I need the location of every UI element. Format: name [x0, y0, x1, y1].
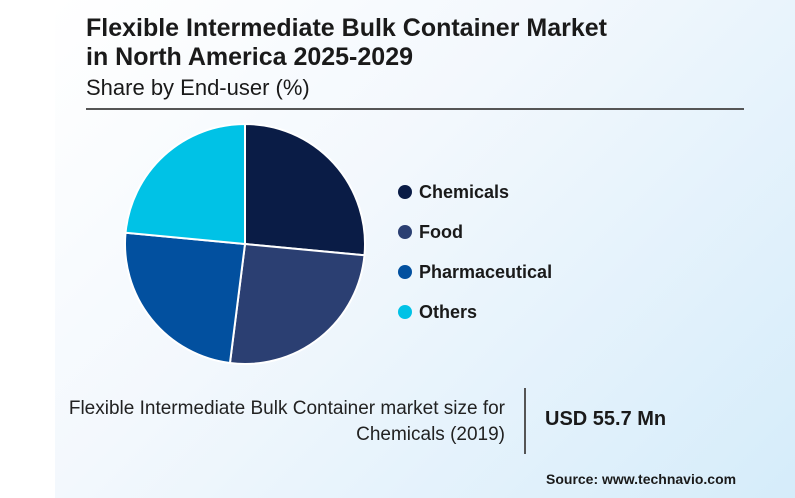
legend-label-chemicals: Chemicals: [419, 181, 510, 202]
legend-item-chemicals: Chemicals: [398, 172, 552, 212]
legend-item-food: Food: [398, 212, 552, 252]
legend-swatch-others: [398, 305, 412, 319]
chart-title: Flexible Intermediate Bulk Container Mar…: [86, 14, 607, 72]
pie-slice-food: [228, 242, 366, 365]
kpi-divider: [524, 388, 526, 454]
legend: Chemicals Food Pharmaceutical Others: [398, 172, 552, 332]
pie-slice-others: [124, 122, 246, 246]
legend-label-food: Food: [419, 221, 463, 242]
pie-slice-chemicals: [244, 122, 366, 257]
legend-swatch-pharmaceutical: [398, 265, 412, 279]
legend-item-others: Others: [398, 292, 552, 332]
title-line-2: in North America 2025-2029: [86, 43, 414, 71]
header-divider: [86, 108, 744, 110]
pie-chart: [124, 122, 366, 365]
title-line-1: Flexible Intermediate Bulk Container Mar…: [86, 14, 607, 42]
legend-label-pharmaceutical: Pharmaceutical: [419, 261, 553, 282]
kpi-value: USD 55.7 Mn: [545, 408, 667, 430]
source-credit: Source: www.technavio.com: [546, 471, 737, 487]
kpi-label-line-1: Flexible Intermediate Bulk Container mar…: [68, 398, 505, 419]
legend-label-others: Others: [419, 301, 478, 322]
chart-subtitle: Share by End-user (%): [86, 75, 310, 100]
kpi-label-line-2: Chemicals (2019): [356, 424, 505, 445]
legend-swatch-chemicals: [398, 185, 412, 199]
kpi-label: Flexible Intermediate Bulk Container mar…: [0, 396, 505, 448]
legend-swatch-food: [398, 225, 412, 239]
pie-slice-pharmaceutical: [124, 231, 247, 365]
legend-item-pharmaceutical: Pharmaceutical: [398, 252, 552, 292]
